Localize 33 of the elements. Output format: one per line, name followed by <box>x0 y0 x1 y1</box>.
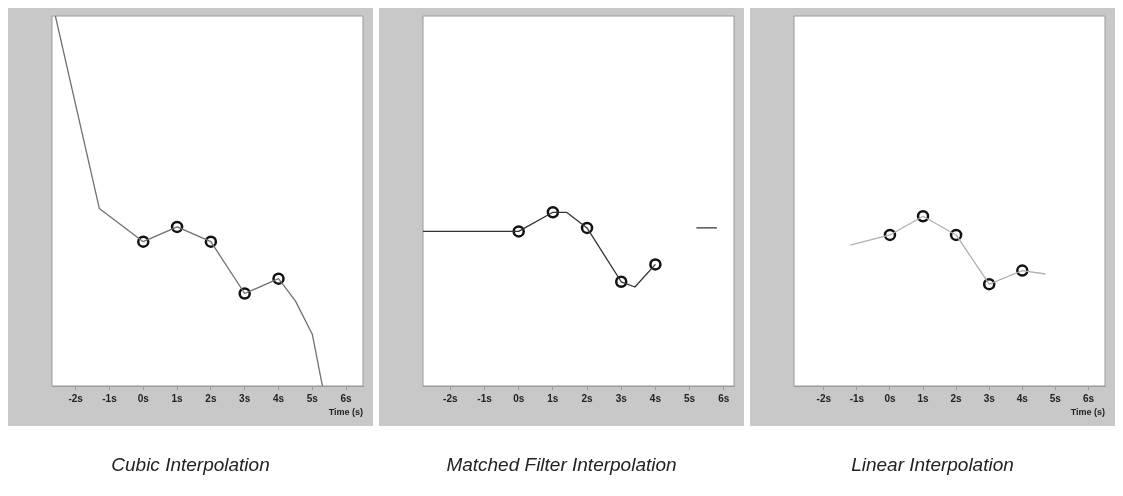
x-tick-label: 4s <box>1016 392 1029 404</box>
x-tick-label: -1s <box>477 392 493 404</box>
x-tick-label: 6s <box>718 392 730 404</box>
x-tick-label: -1s <box>102 392 118 404</box>
x-tick-label: -2s <box>443 392 459 404</box>
x-axis-title: Time (s) <box>1070 406 1105 417</box>
x-tick-label: 2s <box>950 392 963 404</box>
x-tick-label: 1s <box>171 392 184 404</box>
x-tick-label: 3s <box>239 392 251 404</box>
text: Matched Filter Interpolation <box>445 454 678 476</box>
x-tick-label: 3s <box>615 392 628 404</box>
text: Linear Interpolation <box>850 454 1015 476</box>
x-tick-label: 1s <box>917 392 930 404</box>
x-tick-label: 4s <box>649 392 662 404</box>
x-tick-label: -1s <box>849 392 865 404</box>
x-tick-label: 1s <box>547 392 559 404</box>
x-axis-title: Time (s) <box>328 406 363 417</box>
x-tick-label: 5s <box>684 392 696 404</box>
x-tick-label: 6s <box>340 392 353 404</box>
point <box>649 258 662 271</box>
x-tick-label: 6s <box>1082 392 1095 404</box>
x-tick-label: 3s <box>983 392 996 404</box>
x-tick-label: 0s <box>884 392 896 404</box>
x-tick-label: 5s <box>1049 392 1062 404</box>
x-tick-label: -2s <box>68 392 84 404</box>
x-tick-label: 5s <box>306 392 319 404</box>
x-tick-label: 0s <box>137 392 150 404</box>
x-tick-label: 2s <box>581 392 594 404</box>
x-tick-label: -2s <box>816 392 832 404</box>
x-tick-label: 4s <box>272 392 285 404</box>
text: Cubic Interpolation <box>110 454 271 476</box>
x-tick-label: 2s <box>205 392 217 404</box>
x-tick-label: 0s <box>513 392 525 404</box>
